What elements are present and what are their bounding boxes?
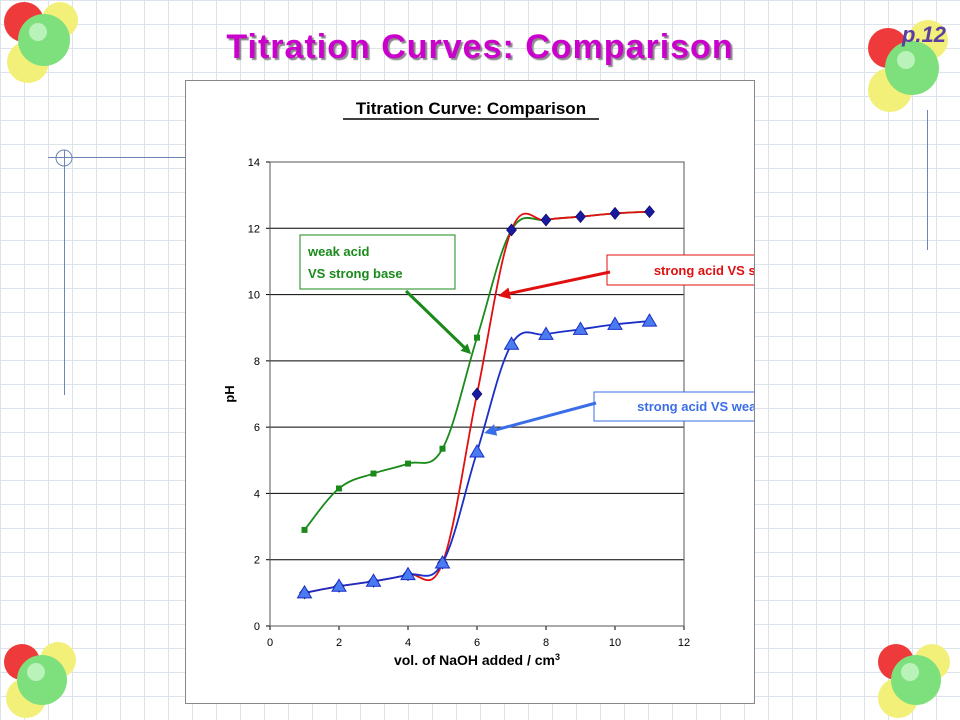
molecule-icon-bottom-left — [4, 642, 76, 718]
arrow-strong-vs-strong — [498, 270, 611, 300]
y-tick-label: 10 — [248, 290, 260, 302]
x-tick-label: 4 — [405, 637, 411, 649]
data-point-weak-vs-strong — [439, 445, 446, 452]
y-axis-label: pH — [222, 385, 237, 402]
x-tick-label: 0 — [267, 637, 273, 649]
data-point-strong-vs-weak — [607, 316, 623, 330]
annotation-weak-vs-strong-line1: weak acid — [307, 244, 369, 259]
y-tick-label: 12 — [248, 223, 260, 235]
data-point-strong-vs-strong — [471, 387, 483, 401]
decor-circle — [55, 149, 73, 167]
y-tick-labels: 0 2 4 6 8 10 12 14 — [248, 157, 260, 633]
data-point-strong-vs-weak — [469, 444, 485, 458]
annotation-weak-vs-strong-line2: VS strong base — [308, 266, 403, 281]
arrow-weak-vs-strong — [404, 289, 472, 355]
x-tick-labels: 0 2 4 6 8 10 12 — [267, 637, 690, 649]
x-axis-label: vol. of NaOH added / cm3 — [394, 652, 560, 668]
data-point-strong-vs-strong — [575, 210, 586, 224]
data-point-weak-vs-strong — [474, 334, 480, 341]
x-tick-label: 6 — [474, 637, 480, 649]
data-point-strong-vs-weak — [296, 584, 313, 599]
x-tick-label: 12 — [678, 637, 690, 649]
slide-title: Titration Curves: Comparison — [226, 28, 734, 66]
x-axis-label-text: vol. of NaOH added / cm — [394, 652, 555, 668]
titration-chart: Titration Curve: Comparison 02468101214 … — [222, 99, 870, 668]
y-tick-label: 0 — [254, 621, 260, 633]
data-point-strong-vs-weak — [641, 313, 658, 327]
data-point-strong-vs-weak — [331, 578, 347, 592]
data-point-strong-vs-strong — [506, 223, 517, 237]
data-point-strong-vs-strong — [540, 213, 552, 227]
molecule-icon-top-right — [868, 20, 948, 112]
data-point-strong-vs-weak — [365, 573, 382, 587]
data-point-weak-vs-strong — [336, 485, 342, 492]
annotation-strong-vs-weak: strong acid VS weak base — [637, 399, 754, 414]
data-point-strong-vs-weak — [538, 326, 554, 340]
x-axis-label-superscript: 3 — [555, 652, 560, 662]
decor-line-right — [927, 110, 928, 250]
page-number: p.12 — [901, 22, 946, 47]
data-point-strong-vs-strong — [644, 205, 655, 219]
data-point-weak-vs-strong — [405, 460, 411, 467]
data-point-strong-vs-weak — [572, 321, 589, 335]
y-tick-label: 6 — [254, 422, 260, 434]
decor-line-vertical — [64, 150, 65, 395]
y-tick-label: 8 — [254, 356, 260, 368]
grid-lines — [266, 161, 685, 630]
annotation-strong-vs-strong: strong acid VS strong base — [654, 263, 754, 278]
x-tick-label: 10 — [609, 637, 621, 649]
x-tick-label: 8 — [543, 637, 549, 649]
data-point-strong-vs-weak — [434, 555, 451, 569]
y-tick-label: 2 — [254, 555, 260, 567]
molecule-icon-top-left — [4, 2, 78, 83]
y-tick-label: 14 — [248, 157, 260, 169]
data-point-strong-vs-weak — [400, 566, 416, 581]
data-point-weak-vs-strong — [370, 470, 377, 477]
series-group — [296, 205, 658, 600]
decor-line-horizontal — [48, 157, 188, 158]
chart-title: Titration Curve: Comparison — [356, 99, 586, 118]
arrow-strong-vs-weak — [484, 401, 597, 436]
data-point-strong-vs-strong — [609, 206, 621, 220]
y-tick-label: 4 — [254, 488, 260, 500]
x-tick-label: 2 — [336, 637, 342, 649]
molecule-icon-bottom-right — [878, 644, 950, 718]
chart-frame: Titration Curve: Comparison 0 2 4 6 8 10 12 14 … — [185, 80, 870, 704]
data-point-weak-vs-strong — [301, 526, 308, 533]
data-point-strong-vs-weak — [503, 336, 520, 350]
annotation-box-weak-vs-strong — [299, 234, 456, 290]
